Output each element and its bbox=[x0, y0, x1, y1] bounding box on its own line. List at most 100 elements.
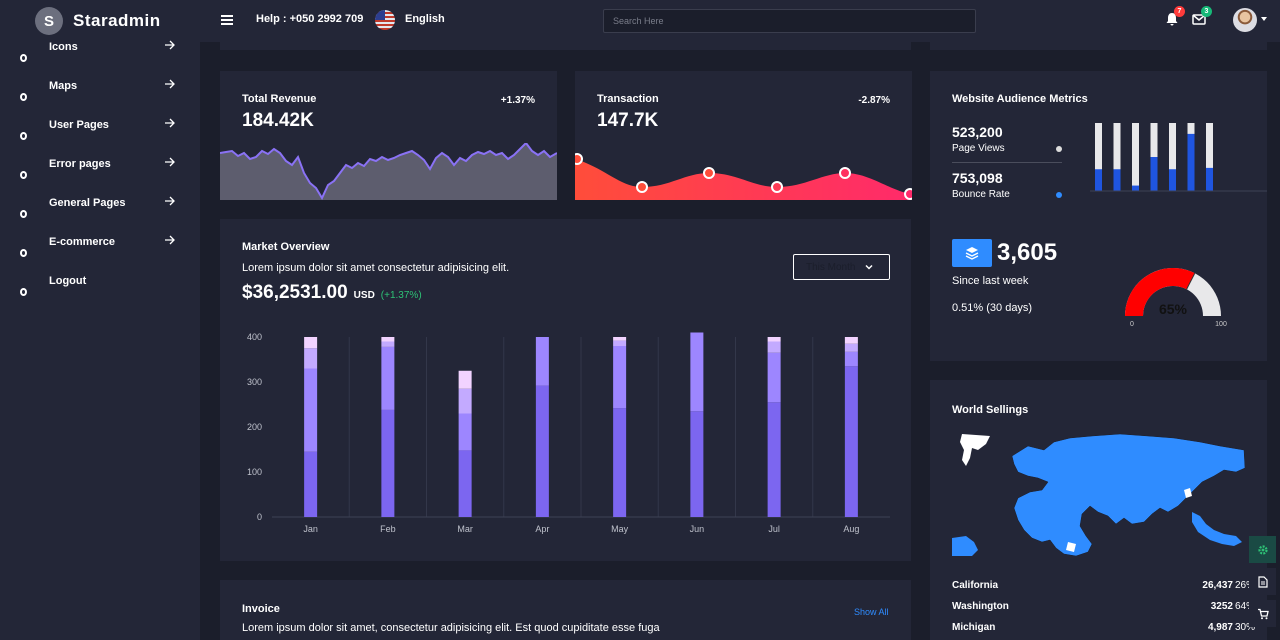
arrow-right-icon bbox=[165, 157, 175, 167]
invoice-card: Invoice Lorem ipsum dolor sit amet, cons… bbox=[220, 580, 911, 640]
market-currency: USD bbox=[353, 290, 375, 301]
sidebar-item-logout[interactable]: Logout bbox=[0, 267, 200, 306]
mini-bar-fill bbox=[1169, 169, 1176, 191]
invoice-subtitle: Lorem ipsum dolor sit amet, consectetur … bbox=[242, 622, 660, 634]
arrow-right-icon bbox=[165, 118, 175, 128]
layers-icon bbox=[965, 247, 979, 260]
chart-point bbox=[703, 167, 715, 179]
transaction-title: Transaction bbox=[597, 93, 659, 105]
arrow-right-icon bbox=[165, 196, 175, 206]
mini-bar-track bbox=[1206, 123, 1213, 191]
sidebar-nav: Icons Maps User Pages Error pages Genera… bbox=[0, 33, 200, 306]
bounce-rate-label: Bounce Rate bbox=[952, 189, 1010, 200]
gauge-chart: 65% 0 100 bbox=[1125, 268, 1227, 328]
mini-bar-fill bbox=[1206, 167, 1213, 191]
bounce-rate-legend-dot bbox=[1056, 192, 1062, 198]
since-value: 3,605 bbox=[997, 239, 1058, 266]
sidebar-item-user-pages[interactable]: User Pages bbox=[0, 111, 200, 150]
layers-button[interactable] bbox=[952, 239, 992, 267]
bar-segment-may bbox=[613, 337, 627, 341]
arrow-right-icon bbox=[165, 40, 175, 50]
revenue-change: +1.37% bbox=[500, 95, 535, 106]
since-label: Since last week bbox=[952, 275, 1029, 287]
help-phone[interactable]: Help : +050 2992 709 bbox=[256, 13, 364, 25]
transaction-change: -2.87% bbox=[858, 95, 890, 106]
transaction-card: Transaction 147.7K -2.87% bbox=[575, 71, 912, 200]
y-tick-label: 100 bbox=[247, 467, 262, 477]
chart-point bbox=[839, 167, 851, 179]
mini-bar-track bbox=[1132, 123, 1139, 191]
search-input[interactable] bbox=[613, 16, 975, 26]
document-icon bbox=[1257, 575, 1268, 588]
bar-segment-apr bbox=[535, 385, 549, 517]
bar-segment-aug bbox=[844, 351, 858, 367]
us-flag-icon[interactable] bbox=[375, 10, 395, 30]
sidebar-item-e-commerce[interactable]: E-commerce bbox=[0, 228, 200, 267]
bar-segment-jun bbox=[690, 411, 704, 517]
y-tick-label: 0 bbox=[257, 512, 262, 522]
sell-row-percent: 64% bbox=[1234, 601, 1255, 612]
divider bbox=[952, 162, 1062, 163]
mini-bar-fill bbox=[1095, 169, 1102, 191]
market-overview-card: Market Overview Lorem ipsum dolor sit am… bbox=[220, 219, 911, 561]
world-sellings-card: World Sellings California 26,437 26% Was… bbox=[930, 380, 1267, 640]
caret-down-icon[interactable] bbox=[1261, 17, 1267, 21]
period-dropdown-label: This Month bbox=[806, 261, 856, 273]
sell-row-value: 4,987 bbox=[1207, 622, 1233, 633]
mini-bar-track bbox=[1113, 123, 1121, 191]
avatar[interactable] bbox=[1233, 8, 1257, 32]
market-value-row: $36,2531.00 USD (+1.37%) bbox=[242, 282, 422, 304]
arrow-right-icon bbox=[165, 79, 175, 89]
cart-float-button[interactable] bbox=[1249, 600, 1276, 627]
invoice-title: Invoice bbox=[242, 603, 280, 615]
circle-icon bbox=[20, 249, 27, 257]
brand[interactable]: S Staradmin bbox=[35, 7, 161, 35]
audience-metrics-card: Website Audience Metrics 523,200 Page Vi… bbox=[930, 71, 1267, 361]
language-selector[interactable]: English bbox=[405, 13, 445, 25]
settings-float-button[interactable] bbox=[1249, 536, 1276, 563]
sell-row-name: California bbox=[952, 580, 999, 591]
mini-bar-track bbox=[1169, 123, 1176, 191]
show-all-link[interactable]: Show All bbox=[854, 607, 889, 617]
sell-row-value: 26,437 bbox=[1202, 580, 1233, 591]
previous-card-bottom-right bbox=[930, 42, 1267, 50]
sidebar-item-maps[interactable]: Maps bbox=[0, 72, 200, 111]
notifications-button[interactable]: 7 bbox=[1164, 6, 1185, 27]
docs-float-button[interactable] bbox=[1249, 568, 1276, 595]
bar-segment-jan bbox=[304, 368, 318, 452]
messages-button[interactable]: 3 bbox=[1191, 6, 1212, 27]
market-change: (+1.37%) bbox=[380, 290, 422, 301]
bar-segment-jul bbox=[767, 341, 781, 353]
transaction-wave-chart bbox=[575, 153, 912, 200]
sidebar-item-label: General Pages bbox=[49, 197, 126, 209]
chart-point bbox=[771, 181, 783, 193]
mini-bar-fill bbox=[1187, 133, 1195, 191]
circle-icon bbox=[20, 288, 27, 296]
market-bar-chart: 0 100 200 300 400 Jan Feb Mar Apr May Jun Jul Aug bbox=[247, 332, 890, 534]
sidebar-item-general-pages[interactable]: General Pages bbox=[0, 189, 200, 228]
bar-segment-may bbox=[613, 340, 627, 346]
sidebar-item-label: Maps bbox=[49, 80, 78, 92]
x-tick-label: Feb bbox=[380, 524, 396, 534]
circle-icon bbox=[20, 132, 27, 140]
sell-row-value: 3252 bbox=[1210, 601, 1233, 612]
x-tick-label: Mar bbox=[457, 524, 473, 534]
since-percent: 0.51% (30 days) bbox=[952, 302, 1033, 314]
bar-segment-may bbox=[613, 346, 627, 409]
sidebar-item-icons[interactable]: Icons bbox=[0, 33, 200, 72]
sell-row-name: Michigan bbox=[952, 622, 996, 633]
previous-card-bottom bbox=[220, 42, 911, 50]
search-box bbox=[603, 9, 976, 33]
market-subtitle: Lorem ipsum dolor sit amet consectetur a… bbox=[242, 262, 510, 274]
notifications-badge: 7 bbox=[1174, 6, 1185, 17]
period-dropdown[interactable]: This Month bbox=[793, 254, 890, 280]
bounce-rate-value: 753,098 bbox=[952, 170, 1003, 186]
chart-point bbox=[904, 188, 912, 200]
bar-segment-mar bbox=[458, 370, 472, 389]
world-map bbox=[952, 433, 1245, 556]
menu-icon[interactable] bbox=[221, 15, 233, 25]
page-views-label: Page Views bbox=[952, 143, 1005, 154]
bar-segment-jan bbox=[304, 337, 318, 349]
sidebar-item-error-pages[interactable]: Error pages bbox=[0, 150, 200, 189]
market-value: $36,2531.00 bbox=[242, 282, 348, 303]
